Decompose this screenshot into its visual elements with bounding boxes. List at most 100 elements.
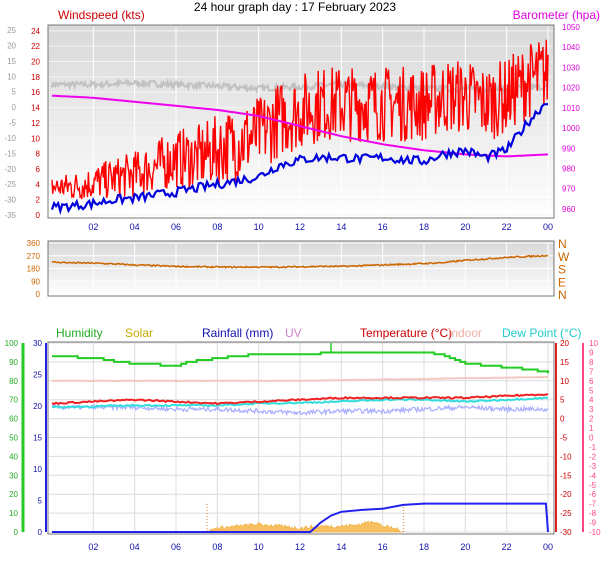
page-title: 24 hour graph day : 17 February 2023 — [194, 0, 396, 14]
uv-tick-2: 2 — [589, 415, 594, 424]
temperature-tick-20: 20 — [560, 339, 569, 348]
average-wind-line — [50, 103, 548, 216]
humidity-tick-0: 0 — [14, 528, 19, 537]
uv-tick--1: -1 — [589, 443, 597, 452]
outer-left-tick--10: -10 — [4, 134, 16, 143]
humidity-tick-100: 100 — [5, 339, 19, 348]
windspeed-tick-20: 20 — [31, 58, 40, 67]
windspeed-tick-24: 24 — [31, 27, 40, 36]
wind-baro-x-tick-14: 14 — [336, 222, 346, 232]
barometer-tick-1030: 1030 — [562, 63, 580, 72]
legend-dew-point: Dew Point (°C) — [502, 326, 581, 340]
temperature-series — [51, 343, 549, 533]
temperature-x-tick-20: 20 — [460, 542, 470, 552]
rainfall-tick-15: 15 — [33, 434, 42, 443]
windspeed-tick-8: 8 — [36, 150, 41, 159]
windspeed-tick-22: 22 — [31, 42, 40, 51]
wind-baro-x-tick-10: 10 — [254, 222, 264, 232]
humidity-tick-60: 60 — [9, 415, 18, 424]
outer-left-tick-5: 5 — [12, 88, 17, 97]
wind-baro-grid — [49, 27, 553, 216]
humidity-tick-40: 40 — [9, 452, 18, 461]
legend-solar: Solar — [125, 326, 153, 340]
humidity-tick-20: 20 — [9, 490, 18, 499]
temperature-x-tick-00: 00 — [543, 542, 553, 552]
windspeed-tick-6: 6 — [36, 165, 41, 174]
humidity-tick-80: 80 — [9, 377, 18, 386]
temperature-x-tick-08: 08 — [212, 542, 222, 552]
temperature-tick--30: -30 — [560, 528, 572, 537]
outer-left-tick--30: -30 — [4, 196, 16, 205]
outer-left-tick-0: 0 — [12, 103, 17, 112]
humidity-tick-10: 10 — [9, 509, 18, 518]
rainfall-tick-20: 20 — [33, 402, 42, 411]
uv-tick--9: -9 — [589, 519, 597, 528]
temperature-tick--20: -20 — [560, 490, 572, 499]
uv-tick--5: -5 — [589, 481, 597, 490]
uv-tick-1: 1 — [589, 424, 594, 433]
temperature-tick--15: -15 — [560, 471, 572, 480]
indoor-line — [52, 375, 549, 383]
outer-left-tick-25: 25 — [7, 26, 16, 35]
uv-tick--6: -6 — [589, 490, 597, 499]
humidity-tick-70: 70 — [9, 396, 18, 405]
wind-direction-ticks: 0 N 90 E 180 S 270 W 360 N — [27, 237, 570, 302]
temperature-ticks: 0102030405060708090100051015202530-30-25… — [5, 339, 601, 552]
legend-humidity: Humidity — [56, 326, 103, 340]
temperature-tick-10: 10 — [560, 377, 569, 386]
humidity-line — [52, 351, 549, 374]
windspeed-gust-line — [51, 39, 549, 200]
direction-tick-270: 270 — [27, 252, 41, 261]
temperature-x-tick-12: 12 — [295, 542, 305, 552]
windspeed-tick-2: 2 — [36, 196, 41, 205]
windspeed-tick-10: 10 — [31, 134, 40, 143]
uv-tick-6: 6 — [589, 377, 594, 386]
uv-tick--3: -3 — [589, 462, 597, 471]
temperature-x-tick-14: 14 — [336, 542, 346, 552]
wind-baro-x-tick-02: 02 — [88, 222, 98, 232]
direction-tick-90: 90 — [31, 277, 40, 286]
wind-baro-series — [50, 39, 549, 216]
windspeed-axis-label: Windspeed (kts) — [58, 8, 145, 22]
barometer-tick-1010: 1010 — [562, 104, 580, 113]
temperature-tick-5: 5 — [560, 396, 565, 405]
uv-tick-9: 9 — [589, 348, 594, 357]
legend-indoor: Indoor — [448, 326, 482, 340]
windspeed-tick-4: 4 — [36, 180, 41, 189]
outer-left-tick--25: -25 — [4, 180, 16, 189]
uv-tick-4: 4 — [589, 396, 594, 405]
wind-baro-x-tick-18: 18 — [419, 222, 429, 232]
temperature-tick-15: 15 — [560, 358, 569, 367]
wind-baro-x-tick-16: 16 — [378, 222, 388, 232]
compass-tick-N-4: N — [558, 237, 567, 251]
uv-tick--7: -7 — [589, 500, 597, 509]
outer-left-tick-10: 10 — [7, 72, 16, 81]
direction-tick-360: 360 — [27, 239, 41, 248]
wind-baro-x-tick-00: 00 — [543, 222, 553, 232]
windspeed-tick-18: 18 — [31, 73, 40, 82]
uv-tick-10: 10 — [589, 339, 598, 348]
wind-baro-x-tick-20: 20 — [460, 222, 470, 232]
uv-tick-8: 8 — [589, 358, 594, 367]
temperature-x-tick-16: 16 — [378, 542, 388, 552]
uv-tick--8: -8 — [589, 509, 597, 518]
uv-tick--4: -4 — [589, 471, 597, 480]
wind-direction-line — [51, 254, 549, 269]
wind-baro-ticks: 024681012141618202224-35-30-25-20-15-10-… — [4, 23, 580, 232]
uv-tick-7: 7 — [589, 367, 594, 376]
humidity-tick-50: 50 — [9, 434, 18, 443]
uv-tick-5: 5 — [589, 386, 594, 395]
outer-left-tick--5: -5 — [9, 119, 17, 128]
humidity-tick-30: 30 — [9, 471, 18, 480]
temperature-x-tick-10: 10 — [254, 542, 264, 552]
rainfall-tick-30: 30 — [33, 339, 42, 348]
legend-temperature: Temperature (°C) — [360, 326, 452, 340]
compass-tick-N-0: N — [558, 288, 567, 302]
temperature-x-tick-22: 22 — [502, 542, 512, 552]
wind-baro-x-tick-06: 06 — [171, 222, 181, 232]
humidity-tick-90: 90 — [9, 358, 18, 367]
temperature-tick--5: -5 — [560, 434, 568, 443]
barometer-tick-980: 980 — [562, 165, 576, 174]
direction-tick-180: 180 — [27, 265, 41, 274]
